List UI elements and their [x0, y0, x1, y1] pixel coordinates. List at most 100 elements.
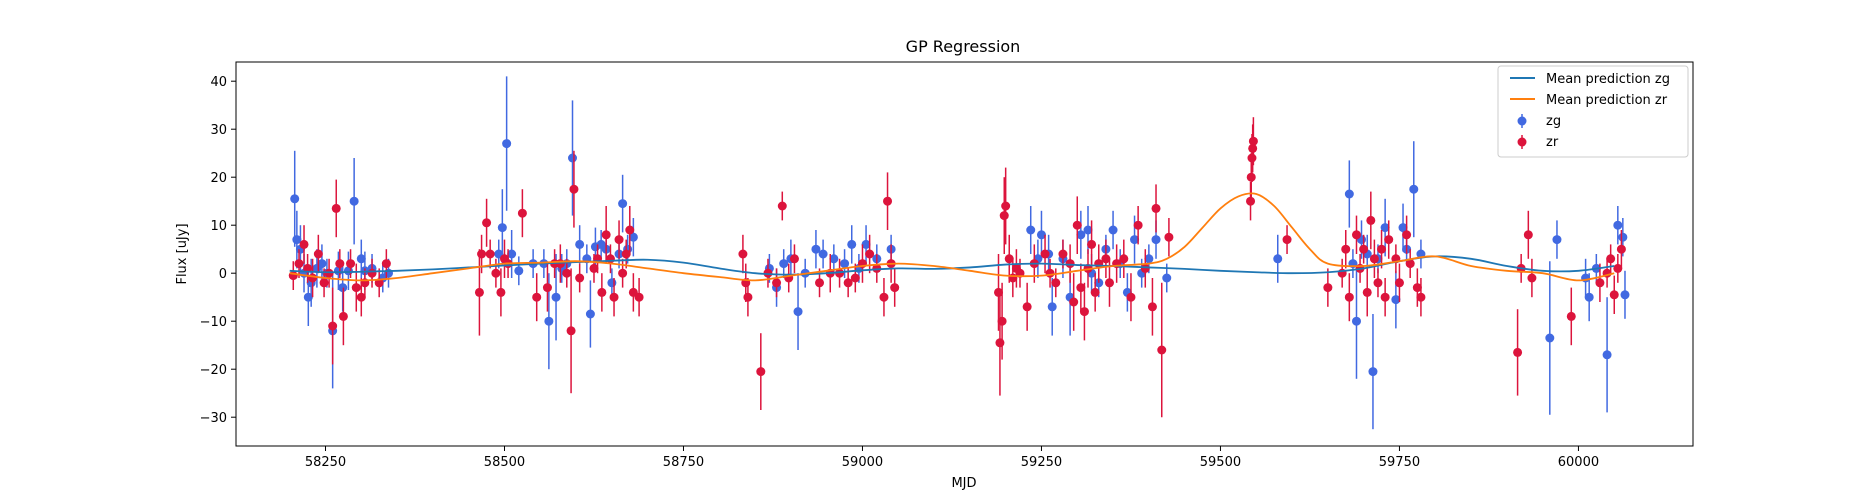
point-zr [482, 218, 492, 228]
point-zg [1344, 189, 1354, 199]
point-zr [1072, 220, 1082, 230]
point-zr [1595, 278, 1605, 288]
point-zg [1026, 225, 1036, 235]
point-zr [589, 263, 599, 273]
point-zg [544, 316, 554, 326]
point-zg [1162, 273, 1172, 283]
point-zg [497, 223, 507, 233]
point-zr [614, 235, 624, 245]
point-zr [609, 292, 619, 302]
point-zr [485, 249, 495, 259]
point-zr [1282, 235, 1292, 245]
point-zr [1341, 244, 1351, 254]
x-axis-label: MJD [951, 476, 976, 491]
point-zr [575, 273, 585, 283]
point-zr [491, 268, 501, 278]
point-zg [585, 309, 595, 319]
point-zr [815, 278, 825, 288]
point-zr [1606, 254, 1616, 264]
point-zr [789, 254, 799, 264]
point-zr [1613, 263, 1623, 273]
point-zg [1130, 235, 1140, 245]
point-zr [496, 287, 506, 297]
point-zg [1076, 230, 1086, 240]
point-zg [1151, 235, 1161, 245]
point-zg [1545, 333, 1555, 343]
point-zr [994, 287, 1004, 297]
y-tick-label: −20 [200, 363, 227, 378]
point-zg [1083, 225, 1093, 235]
point-zr [1069, 297, 1079, 307]
point-zg [861, 239, 871, 249]
point-zr [1359, 244, 1369, 254]
point-zg [779, 259, 789, 269]
point-zr [835, 268, 845, 278]
y-axis-label: Flux [uJy] [175, 223, 190, 284]
point-zr [1323, 283, 1333, 293]
point-zr [1001, 201, 1011, 211]
point-zg [292, 235, 302, 245]
point-zr [1151, 203, 1161, 213]
point-zr [1140, 263, 1150, 273]
point-zr [1616, 244, 1626, 254]
point-zg [290, 194, 300, 204]
point-zr [1527, 273, 1537, 283]
point-zr [1101, 254, 1111, 264]
point-zg [1602, 350, 1612, 360]
point-zr [1609, 290, 1619, 300]
point-zg [811, 244, 821, 254]
point-zg [1552, 235, 1562, 245]
point-zg [1391, 295, 1401, 305]
legend-marker-zr [1517, 137, 1527, 147]
point-zg [1409, 184, 1419, 194]
point-zg [1620, 290, 1630, 300]
point-zr [605, 254, 615, 264]
point-zg [1584, 292, 1594, 302]
point-zr [865, 249, 875, 259]
point-zr [1416, 292, 1426, 302]
point-zg [1351, 316, 1361, 326]
point-zr [1076, 283, 1086, 293]
point-zr [542, 283, 552, 293]
point-zr [879, 292, 889, 302]
point-zg [793, 307, 803, 317]
point-zr [997, 316, 1007, 326]
x-tick-label: 59750 [1379, 455, 1420, 470]
point-zr [1133, 220, 1143, 230]
legend-marker-zg [1517, 116, 1527, 126]
point-zg [1273, 254, 1283, 264]
point-zr [1164, 232, 1174, 242]
point-zr [1058, 249, 1068, 259]
point-zr [1362, 287, 1372, 297]
point-zr [331, 203, 341, 213]
point-zg [818, 249, 828, 259]
point-zg [349, 196, 359, 206]
point-zg [1398, 223, 1408, 233]
point-zr [625, 225, 635, 235]
legend-box [1497, 65, 1689, 158]
point-zr [346, 259, 356, 269]
point-zg [514, 266, 524, 276]
point-zr [367, 268, 377, 278]
x-tick-label: 60000 [1558, 455, 1599, 470]
point-zr [1004, 254, 1014, 264]
point-zg [575, 239, 585, 249]
legend-label-zg-mean: Mean prediction zg [1546, 72, 1670, 87]
point-zr [1157, 345, 1167, 355]
plot-frame [235, 61, 1694, 447]
x-tick-label: 58750 [663, 455, 704, 470]
legend-label-zr: zr [1546, 135, 1559, 150]
plot-area: 58250 58500 58750 59000 59250 59500 59750 60000… [200, 75, 1630, 470]
point-zr [1351, 230, 1361, 240]
point-zg [1380, 223, 1390, 233]
point-zr [1065, 259, 1075, 269]
point-zg [568, 153, 578, 163]
point-zr [601, 230, 611, 240]
x-tick-label: 58250 [305, 455, 346, 470]
point-zr [597, 287, 607, 297]
point-zr [1090, 287, 1100, 297]
point-zg [628, 232, 638, 242]
point-zr [1040, 249, 1050, 259]
point-zr [1051, 278, 1061, 288]
